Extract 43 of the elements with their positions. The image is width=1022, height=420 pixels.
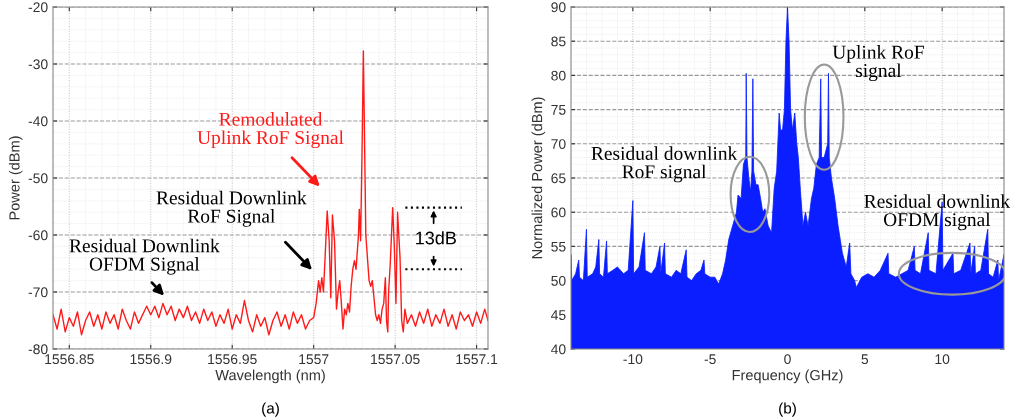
annotation: Residual Downlink OFDM Signal <box>69 238 220 275</box>
y-tick-label: 65 <box>551 173 566 184</box>
text: (b) <box>779 402 796 417</box>
annotation: 13dB <box>416 231 456 245</box>
x-tick-label: 1556.95 <box>208 354 257 365</box>
y-tick-label: 90 <box>551 2 566 13</box>
x-axis-title: Wavelength (nm) <box>215 369 325 384</box>
x-tick-label: 1556.85 <box>45 354 94 365</box>
y-tick-label: 50 <box>551 275 566 286</box>
x-tick-label: -5 <box>704 354 716 365</box>
y-tick-label: -80 <box>28 344 48 355</box>
x-tick-label: 10 <box>935 354 950 365</box>
y-tick-label: 80 <box>551 70 566 81</box>
y-axis-title: Normalized Power (dBm) <box>531 97 546 259</box>
y-tick-label: -30 <box>28 59 48 70</box>
annotation: Residual downlink OFDM signal <box>864 194 1011 231</box>
y-tick-label: 55 <box>551 241 566 252</box>
x-tick-label: -10 <box>623 354 643 365</box>
y-tick-label: 75 <box>551 105 566 115</box>
x-axis-title: Frequency (GHz) <box>732 369 843 384</box>
y-tick-label: 60 <box>551 207 566 218</box>
annotation: Residual Downlink RoF Signal <box>156 190 307 227</box>
y-tick-label: 85 <box>551 36 566 47</box>
y-tick-label: -20 <box>28 2 48 13</box>
x-tick-label: 0 <box>784 354 791 365</box>
x-tick-label: 5 <box>861 354 869 365</box>
annotation: Remodulated Uplink RoF Signal <box>197 112 344 149</box>
x-tick-label: 1557.1 <box>456 354 498 365</box>
y-tick-label: 70 <box>551 139 566 149</box>
x-tick-label: 1556.9 <box>130 354 172 365</box>
y-tick-label: 45 <box>551 310 566 320</box>
y-tick-label: -50 <box>28 173 48 184</box>
annotation: Uplink RoF signal <box>832 45 924 82</box>
x-tick-label: 1557 <box>299 354 329 365</box>
annotation: Residual downlink RoF signal <box>591 146 738 183</box>
text: (a) <box>262 402 279 417</box>
y-axis-title: Power (dBm) <box>8 136 23 220</box>
y-tick-label: 40 <box>551 344 566 355</box>
x-tick-label: 1557.05 <box>371 354 420 365</box>
y-tick-label: -40 <box>28 116 48 127</box>
y-tick-label: -60 <box>28 230 48 241</box>
y-tick-label: -70 <box>28 287 48 298</box>
line-series <box>53 50 488 336</box>
